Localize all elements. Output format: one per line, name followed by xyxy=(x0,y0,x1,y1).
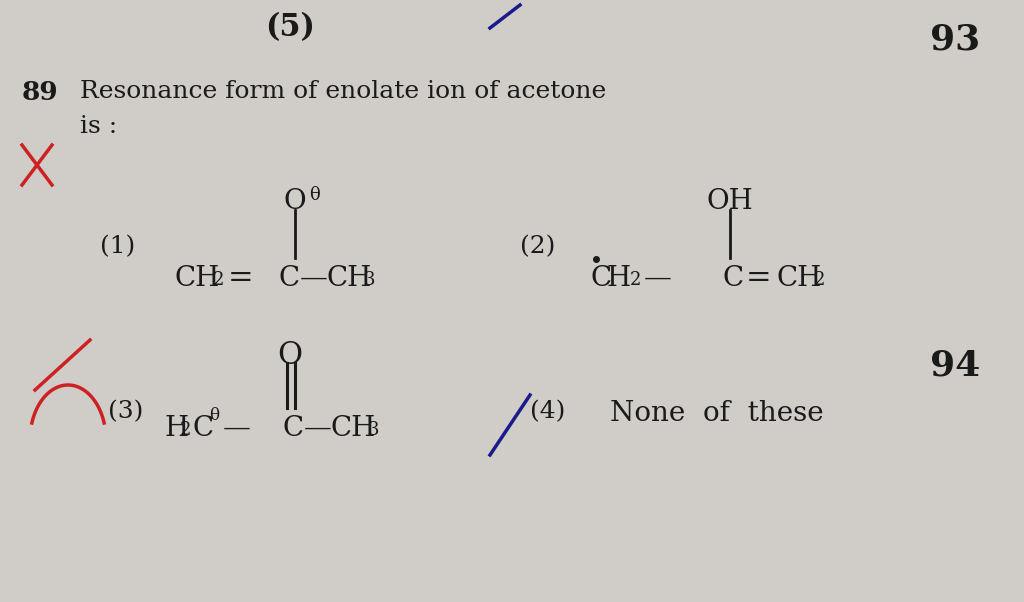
Text: =: = xyxy=(228,263,254,294)
Text: 94: 94 xyxy=(930,348,980,382)
Text: 2: 2 xyxy=(630,271,641,289)
Text: CH: CH xyxy=(326,265,372,292)
Text: —: — xyxy=(304,415,332,442)
Text: 3: 3 xyxy=(364,271,376,289)
Text: 2: 2 xyxy=(180,421,191,439)
Text: C: C xyxy=(590,265,611,292)
Text: CH: CH xyxy=(776,265,821,292)
Text: H: H xyxy=(165,415,189,442)
Text: C: C xyxy=(278,265,299,292)
Text: —: — xyxy=(300,265,328,292)
Text: —: — xyxy=(644,265,672,292)
Text: C: C xyxy=(722,265,743,292)
Text: (4): (4) xyxy=(530,400,565,423)
Text: θ: θ xyxy=(309,186,319,204)
Text: θ: θ xyxy=(209,407,219,424)
Text: H: H xyxy=(606,265,630,292)
Text: Resonance form of enolate ion of acetone: Resonance form of enolate ion of acetone xyxy=(80,80,606,103)
Text: =: = xyxy=(746,263,772,294)
Text: C: C xyxy=(193,415,214,442)
Text: (5): (5) xyxy=(265,12,315,43)
Text: 3: 3 xyxy=(368,421,380,439)
Text: is :: is : xyxy=(80,115,118,138)
Text: O: O xyxy=(278,340,302,371)
Text: (3): (3) xyxy=(108,400,143,423)
Text: 93: 93 xyxy=(930,22,980,56)
Text: (2): (2) xyxy=(520,235,555,258)
Text: 89: 89 xyxy=(22,80,58,105)
Text: OH: OH xyxy=(707,188,754,215)
Text: CH: CH xyxy=(330,415,375,442)
Text: (1): (1) xyxy=(100,235,135,258)
Text: 2: 2 xyxy=(814,271,825,289)
Text: O: O xyxy=(284,188,306,215)
Text: —: — xyxy=(223,415,251,442)
Text: 2: 2 xyxy=(213,271,224,289)
Text: CH: CH xyxy=(175,265,220,292)
Text: C: C xyxy=(282,415,303,442)
Text: None  of  these: None of these xyxy=(610,400,823,427)
